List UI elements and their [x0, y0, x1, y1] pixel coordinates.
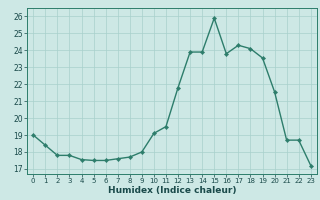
X-axis label: Humidex (Indice chaleur): Humidex (Indice chaleur): [108, 186, 236, 195]
